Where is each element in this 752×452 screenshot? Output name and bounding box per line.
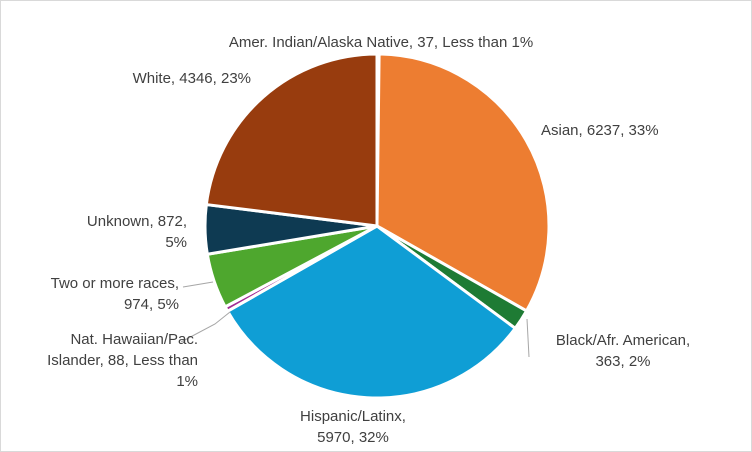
pie-slice-asian — [375, 52, 551, 313]
pie-slice-white — [204, 52, 379, 228]
data-label-two-or-more-races: Two or more races, 974, 5% — [51, 275, 179, 313]
pie-slice-hispanic-latinx — [226, 224, 517, 400]
data-label-black-afr-american: Black/Afr. American, 363, 2% — [556, 332, 690, 370]
data-label-amer-indian-alaska-native: Amer. Indian/Alaska Native, 37, Less tha… — [229, 34, 533, 51]
leader-line — [526, 318, 530, 358]
leader-line — [180, 311, 231, 343]
leader-lines — [180, 281, 530, 358]
data-label-white: White, 4346, 23% — [133, 70, 251, 87]
data-label-asian: Asian, 6237, 33% — [541, 122, 659, 139]
data-label-unknown: Unknown, 872, 5% — [87, 213, 187, 251]
data-labels: Amer. Indian/Alaska Native, 37, Less tha… — [47, 34, 690, 446]
data-label-nat-hawaiian-pac-islander: Nat. Hawaiian/Pac. Islander, 88, Less tha… — [47, 331, 198, 390]
pie-slices — [203, 52, 551, 400]
data-label-hispanic-latinx: Hispanic/Latinx, 5970, 32% — [300, 408, 406, 446]
leader-line — [182, 281, 214, 288]
